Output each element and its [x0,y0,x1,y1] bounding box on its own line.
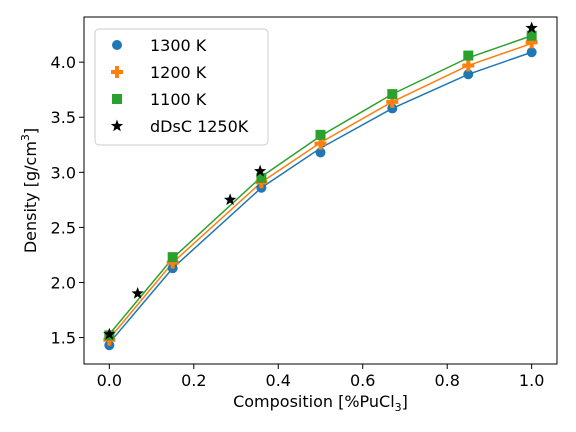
y-tick-label: 3.5 [51,108,76,127]
legend-label: dDsC 1250K [150,117,249,136]
y-tick-label: 2.5 [51,218,76,237]
x-tick-label: 0.6 [350,371,375,390]
x-tick-label: 1.0 [519,371,544,390]
legend-label: 1100 K [150,90,207,109]
data-point-ddsc-1250k [224,193,236,205]
legend-marker-1300-k [112,40,122,50]
legend: 1300 K 1200 K 1100 K dDsC 1250K [95,29,268,145]
data-point-1300-k [527,47,537,57]
y-tick-label: 4.0 [51,53,76,72]
data-point-1100-k [387,89,397,99]
y-axis-label: Density [g/cm3] [19,128,40,253]
legend-label: 1200 K [150,63,207,82]
legend-label: 1300 K [150,36,207,55]
data-point-1100-k [168,252,178,262]
x-tick-label: 0.4 [266,371,291,390]
x-axis-label: Composition [%PuCl3] [233,392,408,414]
x-tick-label: 0.0 [97,371,122,390]
data-point-ddsc-1250k [131,287,143,299]
y-tick-label: 2.0 [51,273,76,292]
data-point-1100-k [463,51,473,61]
x-tick-label: 0.8 [434,371,459,390]
y-tick-label: 3.0 [51,163,76,182]
data-point-1100-k [316,130,326,140]
x-tick-label: 0.2 [181,371,206,390]
y-tick-label: 1.5 [51,329,76,348]
data-point-1200-k [462,59,474,71]
legend-marker-1100-k [112,94,122,104]
